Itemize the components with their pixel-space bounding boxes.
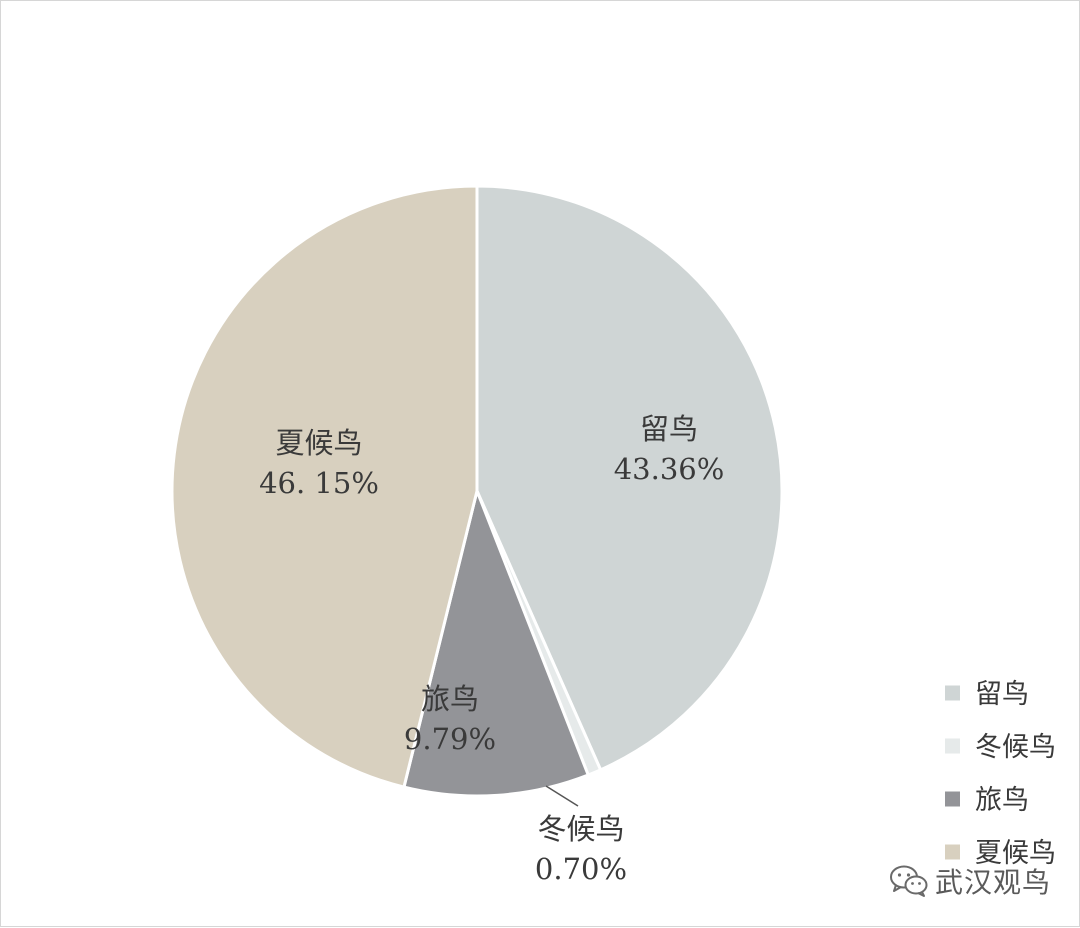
legend-label-1: 留鸟 bbox=[975, 679, 1029, 710]
wechat-icon bbox=[889, 865, 928, 897]
leader-line-2 bbox=[545, 785, 579, 807]
pie-slice-3 bbox=[402, 489, 590, 798]
legend-label-2: 冬候鸟 bbox=[975, 732, 1056, 763]
legend-swatch-2 bbox=[945, 738, 960, 754]
slice-name-label-2: 冬候鸟 bbox=[537, 812, 624, 846]
watermark-text: 武汉观鸟 bbox=[934, 866, 1051, 899]
watermark: 武汉观鸟 bbox=[889, 861, 1051, 901]
pie-slice-1 bbox=[475, 184, 784, 772]
legend-swatch-1 bbox=[945, 685, 960, 701]
slice-name-label-4: 夏候鸟 bbox=[275, 426, 362, 460]
slice-name-label-3: 旅鸟 bbox=[421, 682, 479, 716]
pie-slice-4 bbox=[170, 184, 479, 789]
slice-value-label-3: 9.79% bbox=[404, 722, 496, 756]
slice-value-label-1: 43.36% bbox=[614, 452, 725, 486]
legend-swatch-4 bbox=[945, 844, 960, 860]
slice-value-label-4: 46. 15% bbox=[259, 466, 379, 500]
legend-label-3: 旅鸟 bbox=[975, 785, 1029, 816]
pie-slices bbox=[170, 184, 784, 798]
legend-label-4: 夏候鸟 bbox=[975, 838, 1056, 869]
slice-value-label-2: 0.70% bbox=[535, 852, 627, 886]
pie-labels: 留鸟 43.36% 冬候鸟 0.70% 旅鸟 9.79% 夏候鸟 46. 15% bbox=[259, 412, 724, 886]
legend-swatch-3 bbox=[945, 791, 960, 807]
slice-name-label-1: 留鸟 bbox=[640, 412, 698, 446]
